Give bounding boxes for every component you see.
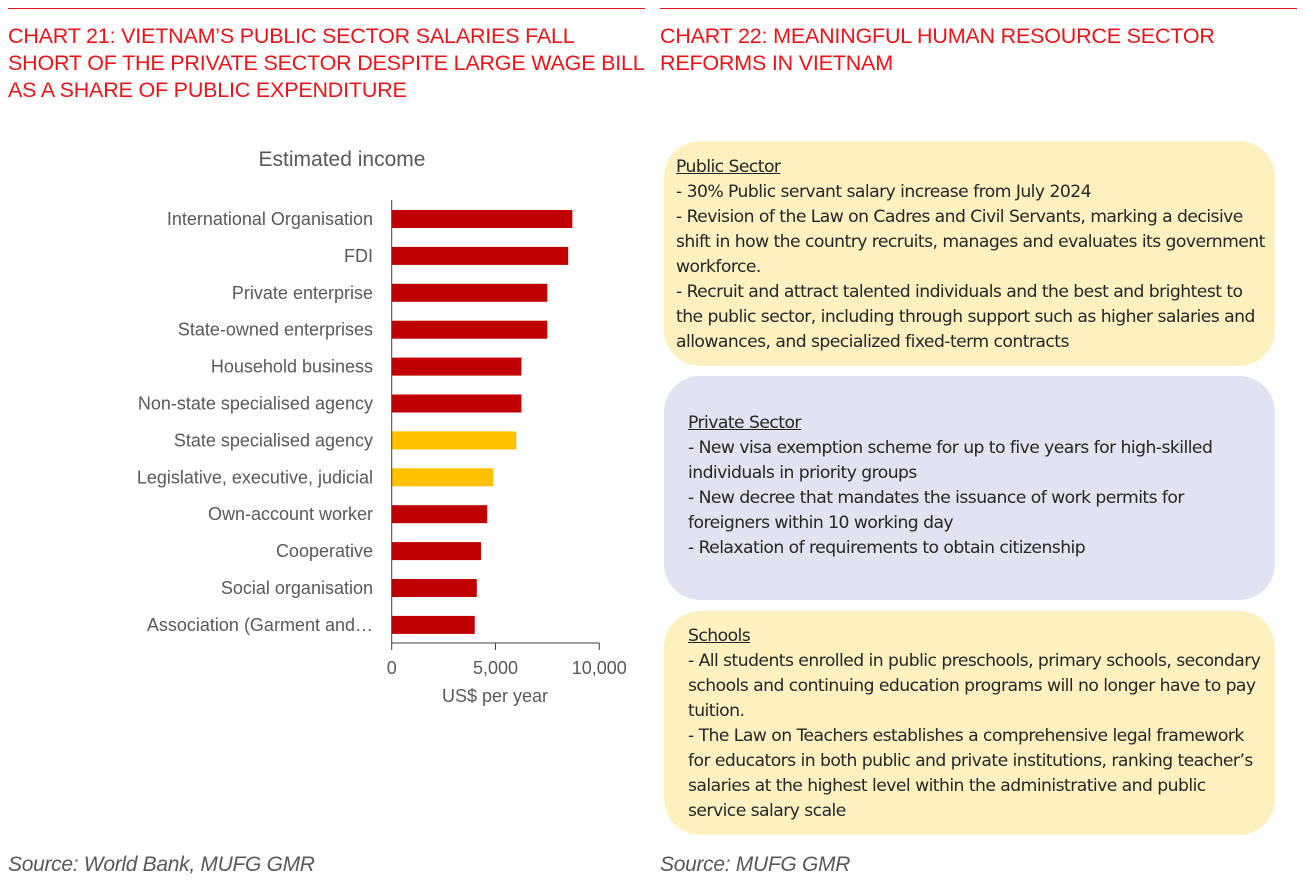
category-labels: International Organisation FDI Private ent… (137, 209, 373, 635)
category-label: State specialised agency (174, 430, 373, 450)
chart-title: Estimated income (259, 148, 426, 171)
axes: 0 5,000 10,000 (387, 200, 627, 678)
x-tick-label: 10,000 (572, 658, 627, 678)
category-label: FDI (344, 246, 373, 266)
panel-title: Schools (688, 626, 751, 646)
panel-bullet: - The Law on Teachers establishes a comp… (688, 726, 1253, 821)
category-label: Social organisation (221, 578, 373, 598)
bar-legislative-executive-judicial (391, 468, 494, 487)
panel-bullet: - 30% Public servant salary increase fro… (676, 182, 1092, 202)
schools-panel: Schools - All students enrolled in publi… (664, 611, 1275, 835)
category-label: International Organisation (167, 209, 373, 229)
top-rule-left (8, 8, 645, 9)
bar-household-business (391, 357, 522, 376)
panel-bullet: - Revision of the Law on Cadres and Civi… (676, 207, 1265, 277)
x-tick-label: 5,000 (473, 658, 518, 678)
panel-bullet: - Relaxation of requirements to obtain c… (688, 538, 1086, 558)
category-label: Household business (211, 357, 373, 377)
panel-title: Public Sector (676, 157, 781, 177)
bar-social-organisation (391, 579, 477, 597)
category-label: Non-state specialised agency (138, 394, 373, 414)
bar-non-state-specialised-agency (391, 394, 522, 413)
category-label: Cooperative (276, 541, 373, 561)
chart-21-source: Source: World Bank, MUFG GMR (8, 853, 315, 876)
x-tick-label: 0 (387, 658, 397, 678)
panel-bullet: - Recruit and attract talented individua… (676, 282, 1255, 352)
estimated-income-bar-chart: Estimated income International Organisat… (137, 148, 627, 706)
category-label: Own-account worker (208, 504, 373, 524)
panel-title: Private Sector (688, 413, 802, 433)
x-axis-label: US$ per year (442, 686, 548, 706)
bars-layer (391, 210, 573, 634)
category-label: Legislative, executive, judicial (137, 467, 373, 487)
bar-state-specialised-agency (391, 431, 517, 450)
top-rule-right (660, 8, 1297, 9)
panel-bullet: - New decree that mandates the issuance … (688, 488, 1184, 533)
bar-international-organisation (391, 210, 573, 228)
bar-cooperative (391, 542, 481, 561)
public-sector-panel: Public Sector - 30% Public servant salar… (664, 141, 1275, 366)
bar-private-enterprise (391, 283, 548, 302)
chart-21-heading: CHART 21: VIETNAM’S PUBLIC SECTOR SALARI… (8, 24, 644, 102)
category-label: State-owned enterprises (178, 320, 373, 340)
chart-22-heading: CHART 22: MEANINGFUL HUMAN RESOURCE SECT… (660, 24, 1215, 75)
private-sector-panel: Private Sector - New visa exemption sche… (664, 376, 1275, 600)
bar-association-garment-and (391, 615, 475, 634)
bar-fdi (391, 246, 569, 265)
category-label: Private enterprise (232, 283, 373, 303)
category-label: Association (Garment and… (147, 615, 373, 635)
panel-bullet: - All students enrolled in public presch… (688, 651, 1261, 721)
panel-bullet: - New visa exemption scheme for up to fi… (688, 438, 1213, 483)
chart-22-source: Source: MUFG GMR (660, 853, 851, 876)
bar-state-owned-enterprises (391, 320, 548, 339)
bar-own-account-worker (391, 505, 488, 524)
